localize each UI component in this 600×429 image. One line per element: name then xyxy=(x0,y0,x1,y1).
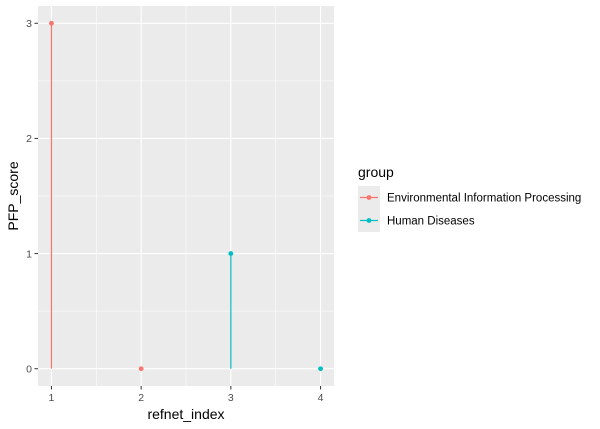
data-point xyxy=(138,366,144,372)
data-point xyxy=(318,366,323,372)
y-tick-label: 1 xyxy=(26,248,32,260)
lollipop-stems xyxy=(50,23,232,369)
legend-label: Human Diseases xyxy=(387,216,475,228)
data-point xyxy=(49,20,54,26)
y-axis-title: PFP_score xyxy=(5,161,21,230)
legend-key-point xyxy=(366,195,372,200)
y-tick-label: 3 xyxy=(26,18,32,30)
legend-key-point xyxy=(366,218,372,223)
legend: group Environmental Information Processi… xyxy=(358,164,581,232)
x-tick-label: 1 xyxy=(49,392,55,404)
y-axis-ticks: 0 1 2 3 xyxy=(26,18,38,376)
data-point xyxy=(228,251,234,256)
x-axis-ticks: 1 2 3 4 xyxy=(49,386,324,404)
y-tick-label: 2 xyxy=(26,133,32,145)
y-tick-label: 0 xyxy=(26,364,32,376)
legend-label: Environmental Information Processing xyxy=(387,193,581,205)
x-axis-title: refnet_index xyxy=(147,406,224,422)
data-points xyxy=(49,20,323,372)
legend-title: group xyxy=(358,164,394,180)
x-tick-label: 4 xyxy=(318,392,324,404)
minor-gridlines xyxy=(38,6,334,386)
x-tick-label: 2 xyxy=(138,392,144,404)
x-tick-label: 3 xyxy=(228,392,234,404)
